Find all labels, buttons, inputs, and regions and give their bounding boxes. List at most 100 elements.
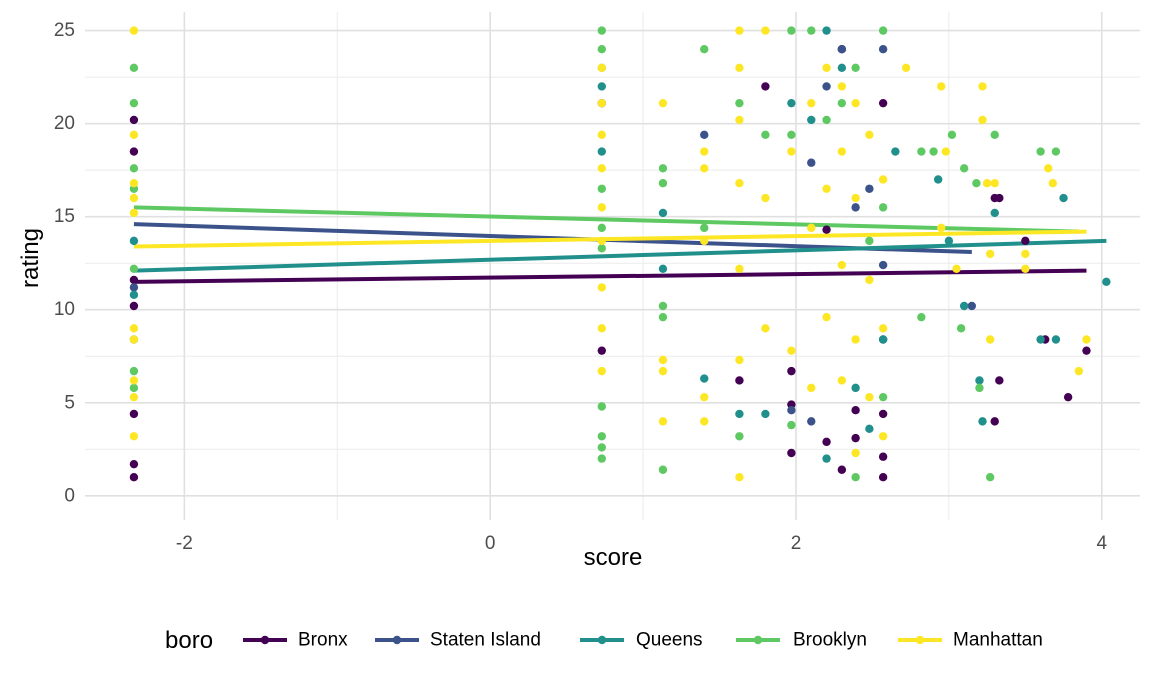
point-manhattan — [700, 147, 709, 156]
point-manhattan — [865, 130, 874, 140]
point-queens — [837, 63, 847, 73]
data-points — [129, 26, 1111, 482]
point-manhattan — [978, 82, 987, 91]
point-manhattan — [597, 98, 606, 108]
point-brooklyn — [129, 164, 139, 173]
point-brooklyn — [735, 98, 744, 108]
point-brooklyn — [917, 147, 926, 156]
point-brooklyn — [929, 147, 938, 156]
point-brooklyn — [787, 26, 796, 35]
point-brooklyn — [851, 63, 860, 73]
point-manhattan — [658, 366, 668, 376]
trend-line-manhattan — [133, 229, 1087, 249]
point-bronx — [129, 459, 139, 469]
point-queens — [597, 82, 606, 91]
point-manhattan — [597, 236, 606, 246]
point-bronx — [787, 448, 796, 458]
point-manhattan — [700, 164, 709, 173]
point-staten-island — [807, 417, 816, 426]
point-manhattan — [735, 355, 744, 365]
point-manhattan — [985, 249, 995, 259]
point-manhattan — [700, 392, 709, 402]
point-brooklyn — [597, 45, 606, 54]
point-manhattan — [982, 178, 992, 188]
point-brooklyn — [129, 264, 139, 273]
point-bronx — [1082, 346, 1091, 355]
point-staten-island — [967, 301, 977, 311]
legend-label-manhattan: Manhattan — [953, 630, 1043, 651]
point-brooklyn — [700, 45, 709, 54]
point-manhattan — [1021, 249, 1030, 259]
point-manhattan — [837, 376, 847, 385]
point-brooklyn — [878, 203, 888, 212]
point-brooklyn — [658, 164, 668, 173]
legend: boro Bronx Staten Island Queens Brooklyn Man… — [165, 627, 1043, 654]
point-queens — [822, 26, 831, 35]
legend-label-brooklyn: Brooklyn — [793, 630, 867, 651]
point-bronx — [851, 433, 860, 443]
point-manhattan — [735, 473, 744, 482]
point-queens — [878, 335, 888, 344]
point-brooklyn — [597, 443, 606, 452]
point-queens — [990, 208, 999, 218]
point-queens — [975, 376, 984, 385]
point-manhattan — [1074, 366, 1084, 376]
point-manhattan — [837, 260, 847, 270]
point-brooklyn — [700, 223, 709, 233]
point-manhattan — [597, 164, 606, 173]
point-manhattan — [952, 264, 961, 273]
legend-key-point-queens — [597, 635, 607, 645]
point-queens — [735, 409, 744, 419]
point-manhattan — [978, 115, 987, 125]
x-tick-label: 0 — [485, 533, 496, 554]
point-manhattan — [941, 147, 951, 156]
point-queens — [658, 264, 668, 273]
point-manhattan — [761, 324, 770, 333]
point-queens — [761, 409, 770, 419]
point-manhattan — [807, 98, 816, 108]
point-manhattan — [735, 178, 744, 188]
point-manhattan — [735, 264, 744, 273]
point-manhattan — [129, 208, 139, 218]
point-manhattan — [901, 63, 911, 73]
point-manhattan — [700, 236, 709, 246]
point-brooklyn — [597, 454, 606, 463]
point-queens — [129, 290, 139, 300]
point-manhattan — [865, 392, 874, 402]
point-staten-island — [129, 283, 139, 292]
y-axis-title: rating — [17, 228, 44, 288]
point-staten-island — [851, 203, 860, 212]
point-bronx — [837, 465, 847, 474]
point-brooklyn — [956, 324, 966, 333]
point-bronx — [129, 147, 139, 156]
point-brooklyn — [658, 178, 668, 188]
point-manhattan — [129, 432, 139, 441]
trend-line-queens — [133, 238, 1107, 273]
point-queens — [933, 175, 943, 184]
point-brooklyn — [917, 312, 926, 322]
point-manhattan — [990, 178, 999, 188]
y-tick-label: 25 — [54, 20, 75, 41]
point-manhattan — [129, 178, 139, 188]
legend-key-point-brooklyn — [753, 635, 763, 645]
point-manhattan — [851, 335, 860, 344]
point-queens — [822, 454, 831, 463]
legend-key-point-manhattan — [915, 635, 925, 645]
point-queens — [865, 424, 874, 434]
point-manhattan — [985, 335, 995, 344]
point-manhattan — [129, 193, 139, 203]
y-axis-tick-labels: 0 5 10 15 20 25 — [54, 20, 75, 506]
point-bronx — [129, 473, 139, 482]
point-manhattan — [822, 63, 831, 73]
point-bronx — [129, 115, 139, 125]
point-brooklyn — [878, 26, 888, 35]
point-brooklyn — [851, 473, 860, 482]
point-bronx — [129, 301, 139, 311]
x-axis-tick-labels: -2 0 2 4 — [176, 533, 1108, 554]
point-bronx — [597, 346, 606, 355]
point-bronx — [878, 98, 888, 108]
point-brooklyn — [658, 301, 668, 311]
point-manhattan — [851, 98, 860, 108]
y-tick-label: 20 — [54, 113, 75, 134]
point-manhattan — [787, 147, 796, 156]
